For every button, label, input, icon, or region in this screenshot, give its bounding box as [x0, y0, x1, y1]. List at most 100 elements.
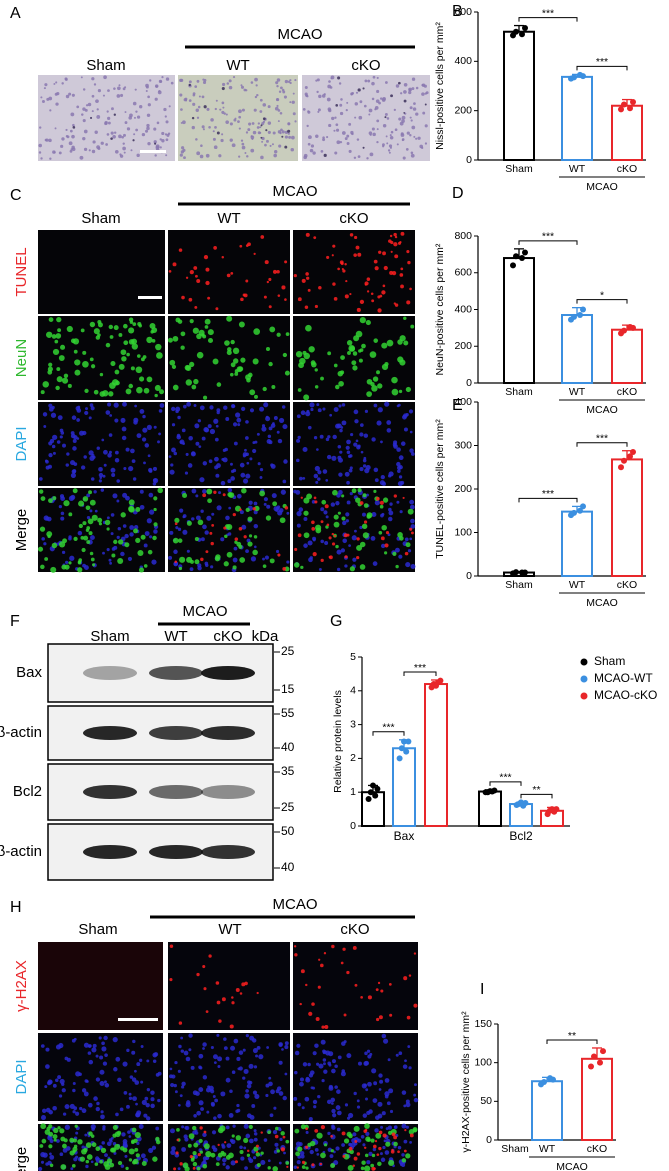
cell [50, 566, 57, 573]
cell [215, 1162, 220, 1167]
cell [188, 435, 193, 441]
cell [81, 1148, 87, 1155]
cell [289, 79, 292, 82]
cell [40, 1123, 47, 1130]
cell [230, 1139, 236, 1145]
cell [155, 1136, 160, 1142]
cell [361, 512, 366, 517]
cell [351, 488, 357, 494]
cell [91, 453, 95, 458]
column-label: Sham [78, 921, 117, 938]
y-tick-label: 400 [454, 55, 472, 67]
cell [318, 958, 321, 961]
cell [374, 1139, 378, 1143]
cell [116, 94, 121, 98]
cell [322, 1051, 326, 1055]
cell [133, 417, 139, 423]
cell [335, 1105, 341, 1110]
cell [406, 250, 410, 254]
cell [397, 1145, 402, 1150]
cell [199, 154, 204, 159]
cell [94, 1162, 99, 1166]
group-label: MCAO [273, 896, 318, 913]
cell [357, 155, 361, 158]
cell [401, 139, 404, 142]
cell [334, 151, 338, 155]
cell [76, 105, 80, 109]
cell [371, 127, 375, 131]
cell [89, 357, 94, 362]
cell [189, 361, 195, 368]
cell [72, 1110, 76, 1114]
cell [238, 127, 241, 130]
cell [207, 329, 214, 336]
cell [278, 1161, 282, 1165]
cell [180, 345, 185, 350]
panel-letter: H [10, 899, 22, 916]
cell [325, 437, 330, 442]
cell [254, 77, 258, 82]
cell [253, 252, 256, 255]
cell [43, 425, 47, 428]
cell [223, 112, 226, 115]
cell [236, 366, 243, 373]
cell [315, 480, 319, 484]
cell [143, 543, 148, 548]
cell [380, 1125, 384, 1129]
bar [561, 314, 593, 385]
cell [314, 385, 319, 389]
cell [57, 415, 63, 421]
cell [402, 496, 405, 499]
cell [278, 417, 285, 424]
cell [88, 1044, 92, 1048]
cell [412, 107, 417, 111]
image-panel [168, 942, 290, 1030]
cell [194, 85, 198, 88]
cell [106, 1141, 112, 1147]
cell [203, 987, 207, 991]
cell [286, 511, 290, 515]
cell [185, 365, 192, 372]
cell [100, 1114, 105, 1120]
cell [84, 1133, 88, 1137]
cell [341, 1069, 346, 1073]
cell [61, 1088, 66, 1093]
cell [342, 269, 346, 273]
cell [159, 146, 162, 149]
cell [280, 489, 286, 495]
cell [106, 527, 110, 531]
micrograph [293, 488, 416, 572]
cell [367, 1138, 371, 1142]
cell [396, 143, 399, 146]
cell [255, 1150, 259, 1154]
cell [82, 88, 86, 91]
cell [122, 1061, 128, 1067]
cell [214, 1098, 219, 1103]
cell [225, 1165, 230, 1170]
cell [305, 324, 312, 332]
cell [300, 1154, 305, 1159]
cell [131, 1139, 135, 1144]
cell [133, 133, 136, 136]
cell [255, 1054, 259, 1058]
cell [236, 1108, 241, 1113]
cell [143, 461, 146, 465]
cell [267, 1166, 271, 1170]
cell [111, 553, 116, 558]
cell [89, 116, 93, 120]
cell [276, 104, 279, 108]
cell [348, 122, 352, 126]
cell [377, 407, 383, 413]
cell [135, 128, 139, 132]
cell [211, 523, 215, 527]
cell [298, 1142, 303, 1147]
cell [370, 292, 374, 295]
cell [356, 555, 360, 560]
cell [192, 1166, 196, 1170]
cell [155, 343, 162, 351]
cell [393, 444, 398, 449]
cell [185, 276, 189, 279]
cell [111, 547, 116, 551]
cell [153, 127, 157, 131]
